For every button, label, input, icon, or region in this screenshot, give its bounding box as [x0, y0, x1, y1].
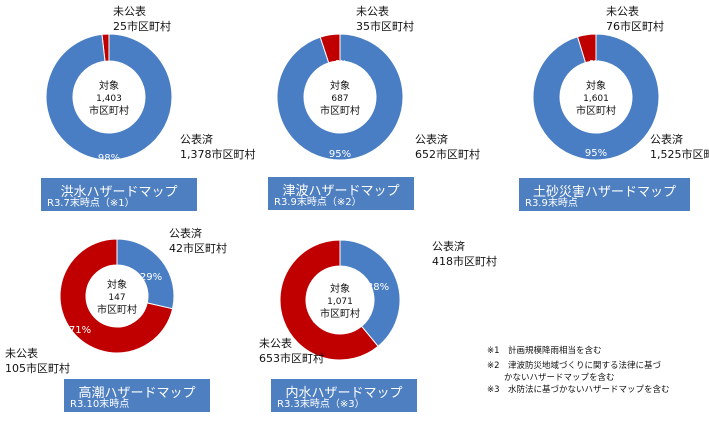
- center-unit-flood: 市区町村: [89, 104, 129, 117]
- center-unit-inland-water: 市区町村: [320, 307, 360, 320]
- published-count-storm-surge: 42市区町村: [169, 241, 227, 255]
- center-label-flood: 対象: [99, 79, 119, 92]
- footnote-1: ※1 計画規模降雨相当を含む: [487, 346, 602, 356]
- published-count-tsunami: 652市区町村: [415, 147, 480, 161]
- slice-unpublished-inland-water: [279, 239, 379, 361]
- slice-published-tsunami: [276, 33, 404, 161]
- unpublished-count-landslide: 76市区町村: [606, 19, 664, 33]
- center-total-storm-surge: 147: [108, 293, 125, 303]
- map-title-storm-surge: 高潮ハザードマップ: [78, 386, 196, 401]
- banner-landslide: 土砂災害ハザードマップ R3.9末時点: [519, 178, 690, 211]
- footnote-3: ※3 水防法に基づかないハザードマップを含む: [487, 385, 670, 395]
- unpublished-label-tsunami: 未公表: [356, 4, 389, 18]
- banner-inland-water: 内水ハザードマップ R3.3末時点（※3）: [271, 379, 417, 412]
- unpublished-label-inland-water: 未公表: [259, 336, 292, 350]
- center-total-flood: 1,403: [96, 94, 122, 104]
- slice-published-storm-surge: [116, 238, 175, 310]
- percent-unpublished-tsunami: 5%: [335, 59, 346, 67]
- percent-published-storm-surge: 29%: [140, 272, 162, 283]
- as-of-landslide: R3.9末時点: [525, 198, 578, 209]
- banner-flood: 洪水ハザードマップ R3.7末時点（※1）: [41, 178, 197, 211]
- center-unit-tsunami: 市区町村: [320, 104, 360, 117]
- center-total-inland-water: 1,071: [327, 297, 353, 307]
- map-title-inland-water: 内水ハザードマップ: [285, 386, 403, 401]
- percent-published-tsunami: 95%: [329, 149, 351, 160]
- center-label-landslide: 対象: [586, 79, 606, 92]
- as-of-tsunami: R3.9末時点（※2）: [274, 197, 362, 208]
- map-title-landslide: 土砂災害ハザードマップ: [532, 185, 676, 200]
- map-title-flood: 洪水ハザードマップ: [60, 185, 178, 200]
- as-of-inland-water: R3.3末時点（※3）: [277, 399, 365, 410]
- center-total-tsunami: 687: [331, 94, 348, 104]
- unpublished-count-tsunami: 35市区町村: [356, 19, 414, 33]
- published-count-inland-water: 418市区町村: [432, 254, 497, 268]
- slice-published-flood: [45, 33, 173, 161]
- percent-unpublished-landslide: 5%: [589, 59, 600, 67]
- published-label-tsunami: 公表済: [415, 132, 448, 146]
- percent-published-landslide: 95%: [585, 148, 607, 159]
- unpublished-label-landslide: 未公表: [606, 4, 639, 18]
- as-of-storm-surge: R3.10末時点: [70, 399, 130, 410]
- center-label-storm-surge: 対象: [107, 278, 127, 291]
- map-title-tsunami: 津波ハザードマップ: [282, 184, 400, 199]
- slice-published-inland-water: [339, 239, 401, 348]
- percent-unpublished-flood: 2%: [89, 56, 100, 64]
- unpublished-count-flood: 25市区町村: [113, 19, 171, 33]
- banner-tsunami: 津波ハザードマップ R3.9末時点（※2）: [268, 177, 414, 210]
- unpublished-label-flood: 未公表: [113, 4, 146, 18]
- as-of-flood: R3.7末時点（※1）: [47, 198, 135, 209]
- footnote-2-cont: かないハザードマップを含む: [487, 373, 615, 383]
- percent-published-flood: 98%: [98, 153, 120, 164]
- unpublished-count-storm-surge: 105市区町村: [5, 361, 70, 375]
- published-count-landslide: 1,525市区町村: [650, 147, 709, 161]
- center-label-tsunami: 対象: [330, 79, 350, 92]
- unpublished-label-storm-surge: 未公表: [5, 346, 38, 360]
- slice-published-landslide: [532, 33, 660, 161]
- percent-unpublished-inland-water: 62%: [312, 315, 334, 326]
- published-label-flood: 公表済: [180, 132, 213, 146]
- center-label-inland-water: 対象: [330, 282, 350, 295]
- center-unit-landslide: 市区町村: [576, 104, 616, 117]
- published-count-flood: 1,378市区町村: [180, 147, 256, 161]
- published-label-landslide: 公表済: [650, 132, 683, 146]
- center-total-landslide: 1,601: [583, 94, 609, 104]
- footnotes: ※1 計画規模降雨相当を含む ※2 津波防災地域づくりに関する法律に基づ かない…: [487, 345, 670, 396]
- slice-unpublished-storm-surge: [59, 238, 174, 354]
- footnote-2: ※2 津波防災地域づくりに関する法律に基づ: [487, 361, 662, 371]
- unpublished-count-inland-water: 653市区町村: [259, 351, 324, 365]
- center-unit-storm-surge: 市区町村: [97, 303, 137, 316]
- published-label-storm-surge: 公表済: [169, 226, 202, 240]
- percent-published-inland-water: 38%: [367, 282, 389, 293]
- percent-unpublished-storm-surge: 71%: [69, 325, 91, 336]
- published-label-inland-water: 公表済: [432, 239, 465, 253]
- banner-storm-surge: 高潮ハザードマップ R3.10末時点: [64, 379, 210, 412]
